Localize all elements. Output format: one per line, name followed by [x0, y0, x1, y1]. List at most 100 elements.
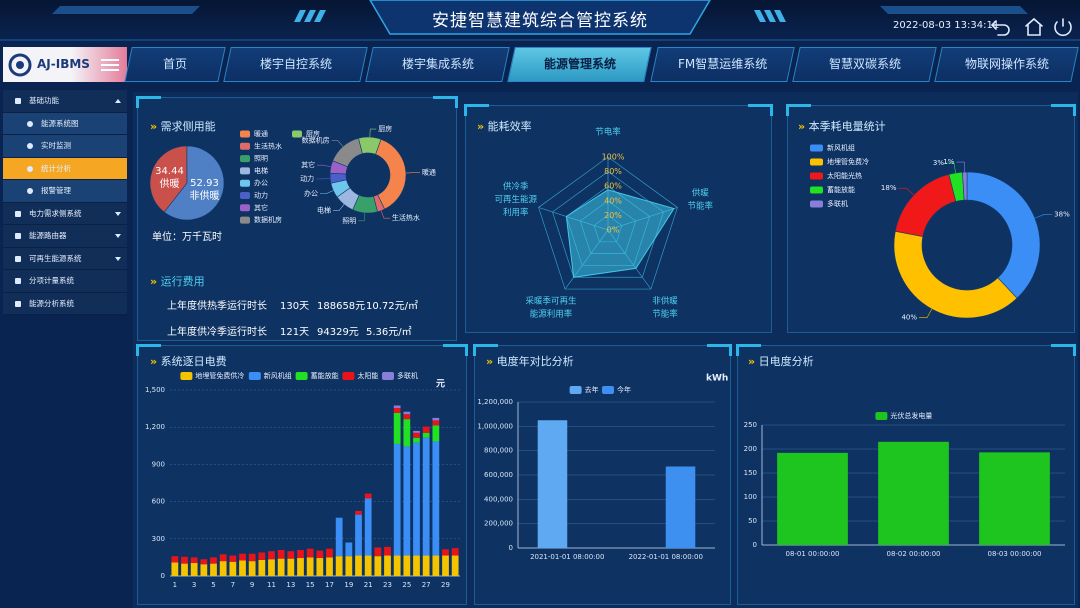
value-label: 38%: [1054, 210, 1070, 218]
bar: [306, 557, 314, 576]
x-tick-label: 21: [364, 581, 373, 589]
back-icon[interactable]: [990, 20, 1010, 36]
x-tick-label: 1: [173, 581, 177, 589]
y-tick-label: 0: [509, 544, 513, 552]
bar: [384, 546, 391, 556]
nav-tab-label: 楼宇集成系统: [401, 57, 474, 71]
sidebar-group[interactable]: 电力需求侧系统: [3, 202, 127, 225]
y-tick-label: 300: [152, 535, 165, 543]
cost-cell: 5.36元/㎡: [366, 327, 412, 338]
bar: [248, 561, 256, 576]
nav-tab-label: 能源管理系统: [543, 57, 616, 71]
icon: [15, 233, 21, 239]
bar: [171, 562, 179, 576]
nav-tab-label: 首页: [162, 57, 187, 71]
sidebar-group[interactable]: 可再生能源系统: [3, 247, 127, 270]
panel-title: » 系统逐日电费: [150, 353, 227, 369]
value-label: 40%: [901, 314, 917, 322]
title-text: 日电度分析: [758, 355, 814, 368]
leader-line: [316, 177, 331, 180]
nav-tab[interactable]: 楼宇自控系统: [223, 47, 368, 82]
legend-swatch: [875, 412, 888, 420]
power-icon[interactable]: [1054, 18, 1072, 37]
bar: [665, 466, 696, 548]
bar: [432, 441, 440, 556]
nav-tab[interactable]: FM智慧运维系统: [649, 47, 795, 82]
nav-tab[interactable]: 物联网操作系统: [934, 47, 1079, 82]
bar: [200, 559, 208, 565]
radar-tick-label: 100%: [602, 153, 625, 162]
bar: [403, 555, 411, 576]
slice-label: 生活热水: [392, 213, 420, 222]
menu-icon[interactable]: [99, 57, 123, 73]
slice-label: 电梯: [317, 206, 331, 215]
unit-label: kWh: [706, 374, 728, 384]
legend-swatch: [342, 372, 355, 380]
bar: [422, 432, 430, 438]
sidebar-group[interactable]: 能源路由器: [3, 225, 127, 248]
bar: [190, 562, 198, 576]
cost-cell: 121天: [280, 327, 310, 338]
nav-tab[interactable]: 楼宇集成系统: [365, 47, 511, 82]
chevron: »: [150, 275, 158, 288]
bar: [258, 559, 266, 576]
bar: [403, 446, 411, 556]
pie-slice: [966, 171, 1041, 299]
unit-label: 单位：万千瓦时: [152, 232, 222, 243]
panel-title: » 需求侧用能: [150, 118, 216, 134]
x-tick-label: 11: [267, 581, 276, 589]
logo-text: AJ-IBMS: [37, 57, 90, 71]
sidebar-item[interactable]: 报警管理: [3, 180, 127, 203]
sidebar-group[interactable]: 基础功能: [3, 90, 127, 113]
x-tick-label: 29: [441, 581, 450, 589]
bar: [219, 561, 227, 576]
bar: [384, 555, 391, 576]
sidebar-group[interactable]: 分项计量系统: [3, 270, 127, 293]
slice-label: 数据机房: [302, 135, 330, 144]
y-tick-label: 0: [753, 541, 757, 549]
radar-tick-label: 0%: [607, 226, 620, 235]
bar: [878, 441, 949, 545]
radar-axis-label: 采暖季可再生 能源利用率: [525, 296, 577, 320]
radar-tick-label: 40%: [604, 196, 622, 205]
slice-label: 非供暖: [189, 189, 219, 202]
sidebar: 基础功能 能源系统图 实时监测 统计分析 报警管理 电力需求侧系统 能源路由器 可再生能源系统…: [3, 90, 127, 315]
x-tick-label: 08-03 00:00:00: [987, 550, 1041, 558]
x-tick-label: 17: [325, 581, 334, 589]
slice-label: 动力: [300, 174, 314, 183]
y-tick-label: 200,000: [484, 520, 513, 528]
bar: [442, 549, 449, 556]
nav-tab[interactable]: 能源管理系统: [507, 47, 653, 82]
chevron: »: [477, 120, 485, 133]
legend-swatch: [240, 192, 250, 199]
sidebar-item[interactable]: 实时监测: [3, 135, 127, 158]
nav-tab[interactable]: 智慧双碳系统: [791, 47, 937, 82]
nav-bar: 首页 楼宇自控系统 楼宇集成系统 能源管理系统 FM智慧运维系统 智慧双碳系统 物联网操作系…: [124, 47, 1079, 82]
title-text: 电度年对比分析: [496, 355, 574, 368]
nav-tab[interactable]: 首页: [124, 47, 226, 82]
bar: [239, 560, 246, 576]
pie-slice: [375, 138, 407, 210]
cost-cell: 10.72元/㎡: [366, 301, 418, 312]
leader-line: [898, 187, 914, 196]
home-icon[interactable]: [1025, 17, 1043, 36]
bar: [413, 555, 420, 576]
icon: [27, 143, 33, 149]
bar: [364, 498, 372, 556]
radar-tick-label: 60%: [604, 182, 622, 191]
sidebar-item[interactable]: 统计分析: [3, 157, 127, 180]
legend-label: 太阳能光热: [827, 171, 862, 180]
legend-swatch: [810, 158, 823, 166]
sidebar-group[interactable]: 能源分析系统: [3, 292, 127, 315]
chart: 0% 20% 40% 60% 80% 100%: [538, 153, 678, 290]
logo-icon: [8, 53, 32, 77]
bar: [229, 561, 237, 576]
x-tick-label: 08-02 00:00:00: [886, 550, 940, 558]
bar: [258, 552, 266, 560]
title-text: 运行费用: [160, 275, 205, 288]
sidebar-item[interactable]: 能源系统图: [3, 112, 127, 135]
bar: [777, 452, 848, 545]
pie-slice: [893, 230, 1018, 319]
slice-label: 厨房: [378, 125, 392, 133]
